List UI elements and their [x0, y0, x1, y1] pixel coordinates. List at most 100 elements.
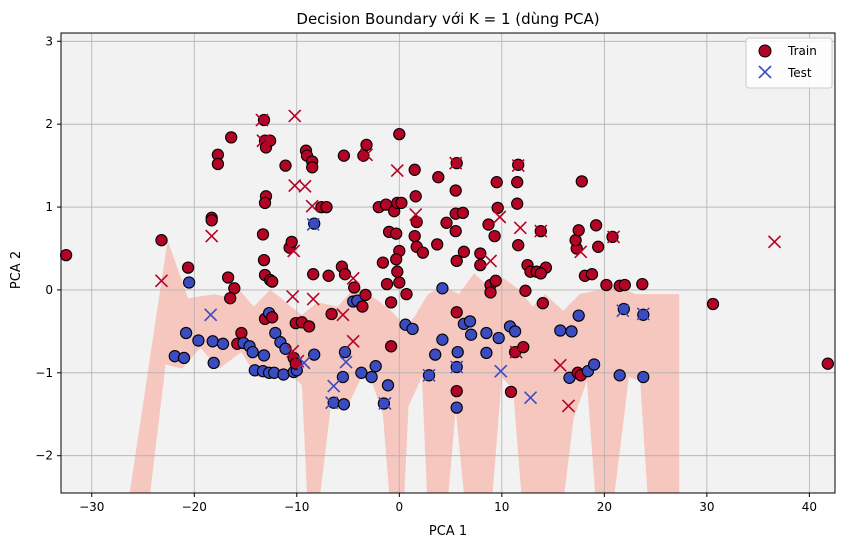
train-point: [337, 149, 351, 162]
train-point: [429, 348, 442, 361]
x-tick-label: 30: [699, 500, 714, 514]
test-point: [513, 221, 527, 235]
train-point: [517, 340, 530, 354]
train-point: [519, 284, 532, 297]
train-point: [266, 275, 279, 288]
test-point: [204, 308, 218, 322]
train-point: [325, 307, 338, 321]
train-point: [348, 281, 361, 294]
train-point: [308, 348, 321, 361]
train-point: [360, 138, 373, 152]
test-point: [606, 230, 621, 244]
train-point: [393, 127, 406, 141]
y-tick-label: 1: [45, 200, 53, 214]
train-point: [484, 286, 497, 299]
train-point: [381, 379, 395, 392]
train-point: [391, 265, 404, 278]
legend-test-label: Test: [787, 66, 812, 80]
test-point: [288, 109, 302, 123]
legend-test-marker: [758, 65, 772, 79]
train-point: [511, 176, 524, 189]
x-tick-label: 40: [802, 500, 817, 514]
train-point: [365, 370, 378, 384]
x-tick-label: −30: [79, 500, 104, 514]
train-point: [821, 357, 834, 370]
test-point: [561, 399, 576, 413]
test-point: [616, 304, 630, 318]
test-point: [359, 148, 374, 162]
train-point: [257, 253, 271, 267]
train-point: [338, 345, 352, 359]
y-axis-ticks: −2 −1 0 1 2 3: [35, 34, 61, 463]
train-point: [706, 297, 720, 311]
train-point: [449, 184, 462, 197]
x-tick-label: 0: [395, 500, 403, 514]
train-point: [257, 349, 271, 362]
y-axis-label: PCA 2: [9, 251, 24, 289]
train-point: [224, 292, 237, 305]
test-point: [767, 235, 782, 249]
train-points: [59, 113, 834, 414]
test-point: [449, 156, 463, 170]
test-point: [346, 334, 360, 348]
test-point: [306, 292, 320, 306]
train-point: [257, 113, 271, 127]
train-point: [395, 196, 408, 210]
train-point: [536, 297, 549, 310]
train-point: [279, 159, 292, 172]
train-point: [409, 190, 422, 203]
train-point: [480, 346, 493, 360]
test-point: [336, 308, 350, 322]
x-axis-label: PCA 1: [429, 524, 467, 539]
test-point: [205, 229, 219, 243]
train-point: [206, 335, 219, 348]
train-point: [572, 309, 585, 322]
train-point: [592, 240, 605, 253]
train-point: [457, 245, 471, 258]
plot-area: [59, 32, 836, 494]
train-point: [587, 358, 601, 371]
train-point: [263, 134, 277, 147]
train-point: [322, 269, 335, 282]
train-point: [451, 345, 464, 359]
train-point: [408, 163, 421, 176]
train-point: [277, 368, 290, 381]
train-point: [488, 229, 501, 243]
train-point: [221, 271, 235, 284]
y-tick-label: 3: [45, 34, 53, 48]
test-point: [494, 364, 508, 378]
test-point: [553, 358, 567, 372]
train-point: [369, 360, 382, 373]
train-point: [256, 228, 270, 241]
train-point: [266, 311, 279, 324]
test-point: [286, 290, 300, 304]
train-point: [575, 175, 588, 188]
test-point: [483, 254, 498, 268]
train-point: [390, 253, 403, 266]
train-point: [336, 370, 350, 384]
train-point: [357, 149, 370, 162]
train-point: [431, 238, 444, 251]
y-tick-label: −2: [35, 449, 53, 463]
train-point: [554, 324, 567, 337]
test-point: [154, 274, 169, 288]
test-point: [327, 379, 341, 393]
train-point: [376, 256, 390, 269]
train-point: [302, 320, 316, 333]
train-point: [181, 261, 195, 274]
y-tick-label: −1: [35, 366, 53, 380]
test-point: [305, 199, 319, 213]
train-point: [216, 337, 230, 350]
train-point: [384, 340, 398, 353]
train-point: [637, 370, 650, 384]
y-tick-label: 2: [45, 117, 53, 131]
train-point: [450, 401, 463, 414]
train-point: [504, 385, 518, 399]
test-point: [298, 179, 312, 193]
train-point: [327, 396, 340, 409]
train-point: [436, 282, 449, 295]
train-point: [489, 274, 502, 287]
train-point: [572, 224, 585, 237]
train-point: [436, 333, 449, 346]
